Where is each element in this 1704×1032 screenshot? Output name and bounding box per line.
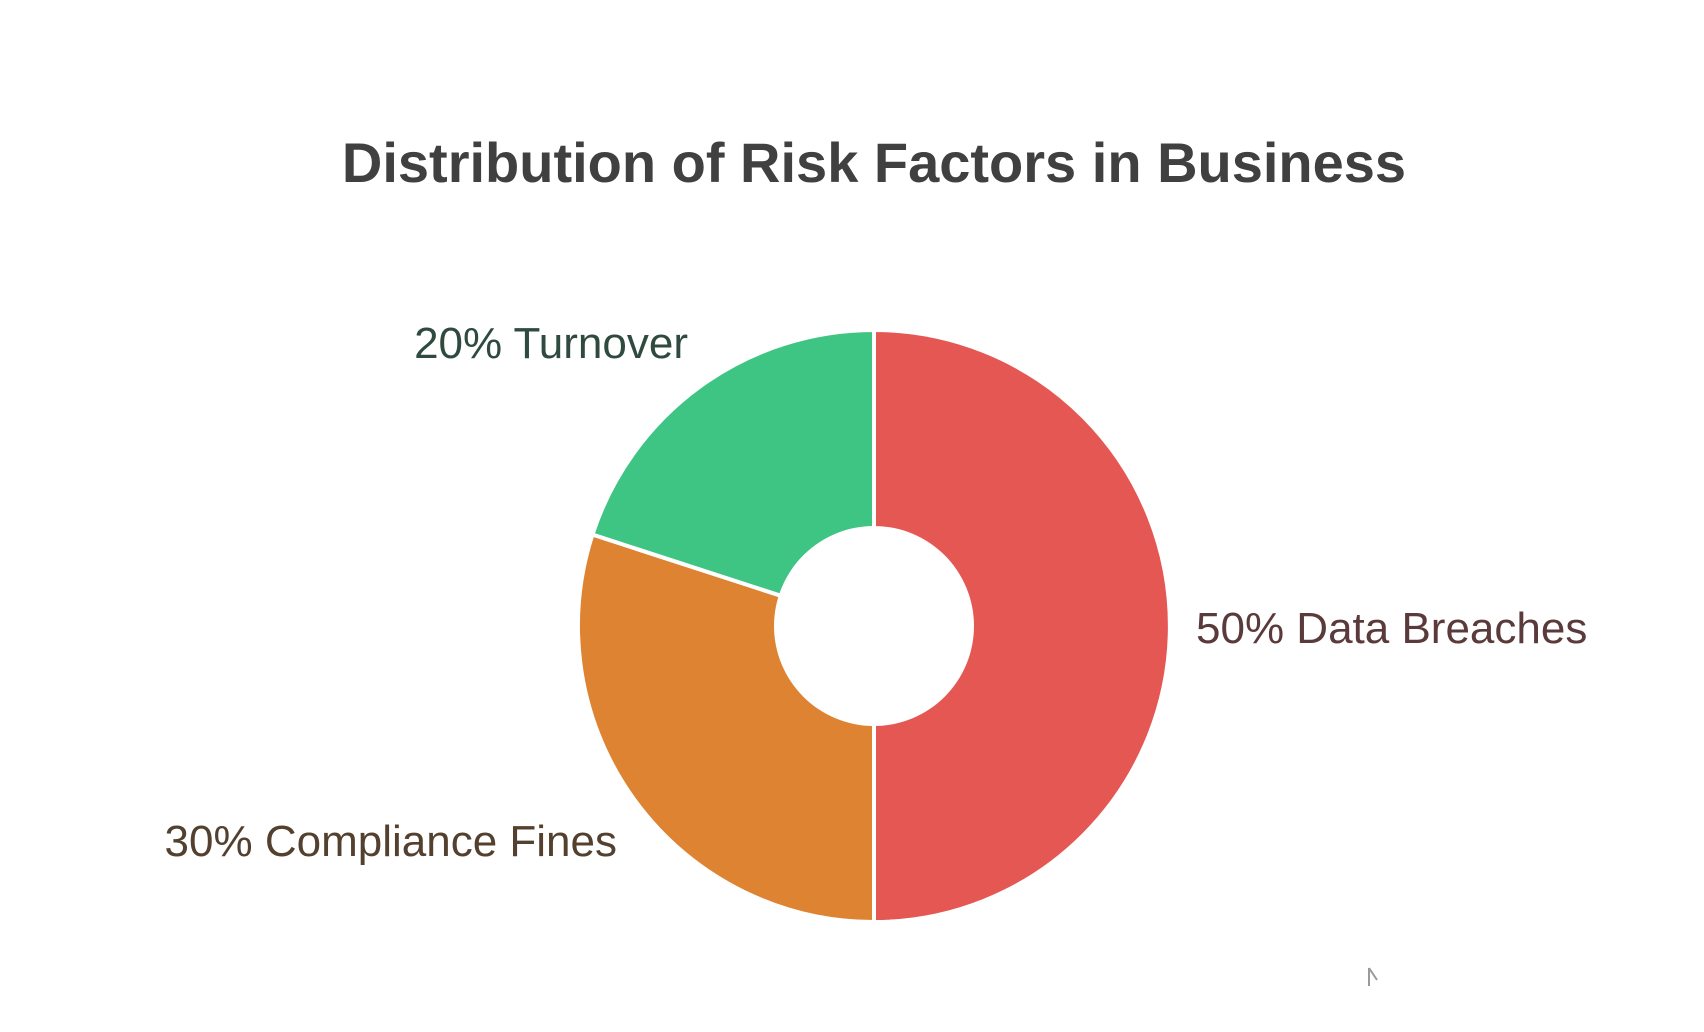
donut-hole <box>774 526 974 726</box>
slice-labels: 50% Data Breaches 30% Compliance Fines 20%… <box>165 319 1588 866</box>
donut-slices <box>576 328 1172 924</box>
slice-label-data-breaches: 50% Data Breaches <box>1196 604 1587 653</box>
chart-title: Distribution of Risk Factors in Business <box>342 131 1406 194</box>
slice-label-compliance-fines: 30% Compliance Fines <box>165 817 617 866</box>
slice-turnover <box>590 328 876 628</box>
slice-data-breaches <box>872 328 1172 924</box>
cursor-icon <box>1368 967 1378 986</box>
slice-label-turnover: 20% Turnover <box>414 319 688 368</box>
